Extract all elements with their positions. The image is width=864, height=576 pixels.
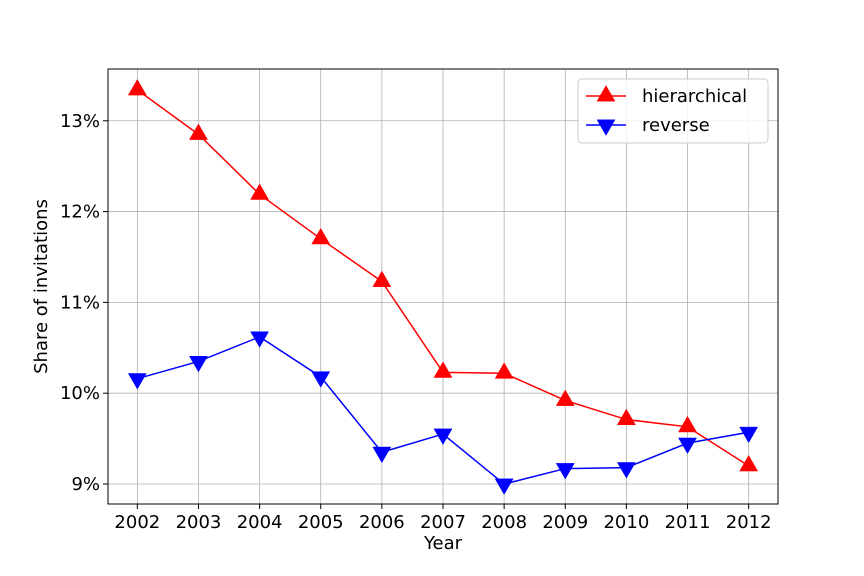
data-point [250, 331, 270, 348]
x-tick-label: 2004 [237, 512, 283, 533]
legend-box [577, 78, 769, 144]
data-point [433, 428, 453, 445]
x-tick-label: 2007 [420, 512, 466, 533]
data-point [311, 227, 331, 245]
legend-item: reverse [586, 115, 710, 136]
x-axis: 2002 2003 2004 2005 2006 2007 2008 2009 2010 2011… [114, 504, 772, 533]
x-tick-label: 2012 [726, 512, 772, 533]
x-tick-label: 2003 [176, 512, 222, 533]
y-tick-label: 9% [71, 474, 100, 495]
series-hierarchical [127, 78, 759, 472]
x-tick-label: 2002 [114, 512, 160, 533]
data-point [189, 355, 208, 373]
data-point [250, 183, 270, 200]
data-point [494, 362, 514, 379]
legend-marker [596, 85, 616, 102]
data-point [127, 78, 147, 96]
data-point [739, 426, 759, 444]
legend: hierarchical reverse [577, 78, 769, 144]
data-point [616, 408, 636, 425]
data-point [555, 463, 575, 480]
data-point [678, 415, 697, 433]
x-tick-label: 2011 [665, 512, 711, 533]
data-point [494, 478, 514, 495]
x-tick-label: 2006 [359, 512, 405, 533]
y-axis: 9% 10% 11% 12% 13% [60, 111, 108, 495]
legend-label: reverse [642, 115, 710, 136]
data-point [127, 373, 147, 390]
y-tick-label: 11% [60, 292, 100, 313]
series-reverse [127, 331, 759, 495]
y-tick-label: 13% [60, 111, 100, 132]
data-point [739, 454, 759, 472]
x-tick-label: 2005 [298, 512, 344, 533]
legend-label: hierarchical [642, 86, 747, 107]
x-tick-label: 2008 [481, 512, 527, 533]
data-point [555, 389, 575, 406]
legend-item: hierarchical [586, 85, 747, 107]
data-point [616, 462, 636, 479]
x-tick-label: 2009 [542, 512, 588, 533]
data-point [189, 123, 208, 140]
series-layer [127, 78, 759, 495]
x-axis-title: Year [423, 533, 463, 554]
x-tick-label: 2010 [603, 512, 649, 533]
y-axis-title: Share of invitations [31, 199, 52, 374]
data-point [311, 371, 331, 388]
data-point [372, 270, 392, 287]
y-tick-label: 10% [60, 383, 100, 404]
legend-marker [596, 119, 616, 136]
y-tick-label: 12% [60, 202, 100, 223]
data-point [372, 446, 392, 464]
data-point [433, 361, 453, 378]
data-point [678, 437, 697, 455]
